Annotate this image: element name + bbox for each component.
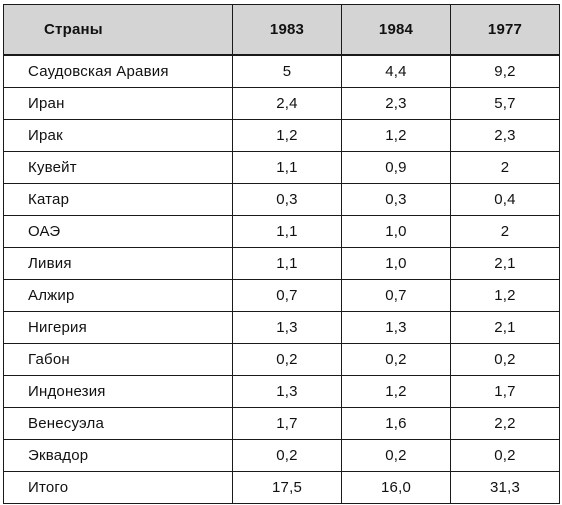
value-cell: 2 — [450, 215, 560, 248]
table-row: Габон 0,2 0,2 0,2 — [3, 343, 560, 376]
table-row: Иран 2,4 2,3 5,7 — [3, 87, 560, 120]
value-cell: 9,2 — [450, 54, 560, 88]
country-cell: Ирак — [3, 119, 233, 152]
value-cell: 2,1 — [450, 311, 560, 344]
table-container: Страны 1983 1984 1977 Саудовская Аравия 5… — [3, 4, 560, 504]
value-cell: 1,1 — [232, 247, 342, 280]
value-cell: 2,4 — [232, 87, 342, 120]
table-row: Кувейт 1,1 0,9 2 — [3, 151, 560, 184]
table-row: Ирак 1,2 1,2 2,3 — [3, 119, 560, 152]
column-header-year: 1977 — [450, 4, 560, 56]
table-row: Саудовская Аравия 5 4,4 9,2 — [3, 54, 560, 88]
value-cell: 1,0 — [341, 247, 451, 280]
value-cell: 0,2 — [341, 343, 451, 376]
value-cell: 1,3 — [341, 311, 451, 344]
value-cell: 0,2 — [450, 343, 560, 376]
country-cell: Алжир — [3, 279, 233, 312]
value-cell: 5 — [232, 54, 342, 88]
value-cell: 0,4 — [450, 183, 560, 216]
value-cell: 0,9 — [341, 151, 451, 184]
table-row: Эквадор 0,2 0,2 0,2 — [3, 439, 560, 472]
table-row: Ливия 1,1 1,0 2,1 — [3, 247, 560, 280]
value-cell: 0,7 — [341, 279, 451, 312]
table-row: Индонезия 1,3 1,2 1,7 — [3, 375, 560, 408]
country-cell: Нигерия — [3, 311, 233, 344]
country-cell: Катар — [3, 183, 233, 216]
value-cell: 0,2 — [341, 439, 451, 472]
value-cell: 0,7 — [232, 279, 342, 312]
table-row: Итого 17,5 16,0 31,3 — [3, 471, 560, 504]
country-cell: Иран — [3, 87, 233, 120]
value-cell: 2 — [450, 151, 560, 184]
table-row: Катар 0,3 0,3 0,4 — [3, 183, 560, 216]
value-cell: 1,1 — [232, 215, 342, 248]
country-cell: ОАЭ — [3, 215, 233, 248]
country-cell: Габон — [3, 343, 233, 376]
data-table: Страны 1983 1984 1977 Саудовская Аравия 5… — [3, 4, 560, 504]
country-cell: Венесуэла — [3, 407, 233, 440]
value-cell: 0,3 — [232, 183, 342, 216]
table-row: Нигерия 1,3 1,3 2,1 — [3, 311, 560, 344]
value-cell: 4,4 — [341, 54, 451, 88]
country-cell: Кувейт — [3, 151, 233, 184]
country-cell: Индонезия — [3, 375, 233, 408]
value-cell: 1,1 — [232, 151, 342, 184]
value-cell: 1,2 — [450, 279, 560, 312]
column-header-year: 1984 — [341, 4, 451, 56]
value-cell: 31,3 — [450, 471, 560, 504]
value-cell: 1,7 — [232, 407, 342, 440]
value-cell: 1,0 — [341, 215, 451, 248]
value-cell: 16,0 — [341, 471, 451, 504]
value-cell: 2,1 — [450, 247, 560, 280]
value-cell: 1,2 — [341, 375, 451, 408]
value-cell: 1,3 — [232, 375, 342, 408]
table-body: Саудовская Аравия 5 4,4 9,2 Иран 2,4 2,3 5,7 Ира… — [3, 54, 560, 504]
country-cell: Эквадор — [3, 439, 233, 472]
value-cell: 1,3 — [232, 311, 342, 344]
table-row: Алжир 0,7 0,7 1,2 — [3, 279, 560, 312]
column-header-year: 1983 — [232, 4, 342, 56]
value-cell: 0,2 — [232, 343, 342, 376]
table-header: Страны 1983 1984 1977 — [3, 4, 560, 56]
column-header-country: Страны — [3, 4, 233, 56]
value-cell: 0,2 — [450, 439, 560, 472]
value-cell: 0,3 — [341, 183, 451, 216]
value-cell: 17,5 — [232, 471, 342, 504]
value-cell: 1,6 — [341, 407, 451, 440]
value-cell: 1,2 — [341, 119, 451, 152]
table-row: Венесуэла 1,7 1,6 2,2 — [3, 407, 560, 440]
country-cell: Саудовская Аравия — [3, 54, 233, 88]
value-cell: 2,3 — [341, 87, 451, 120]
table-row: ОАЭ 1,1 1,0 2 — [3, 215, 560, 248]
value-cell: 1,2 — [232, 119, 342, 152]
country-cell: Ливия — [3, 247, 233, 280]
header-row: Страны 1983 1984 1977 — [3, 4, 560, 56]
value-cell: 0,2 — [232, 439, 342, 472]
value-cell: 1,7 — [450, 375, 560, 408]
value-cell: 5,7 — [450, 87, 560, 120]
value-cell: 2,3 — [450, 119, 560, 152]
country-cell: Итого — [3, 471, 233, 504]
value-cell: 2,2 — [450, 407, 560, 440]
